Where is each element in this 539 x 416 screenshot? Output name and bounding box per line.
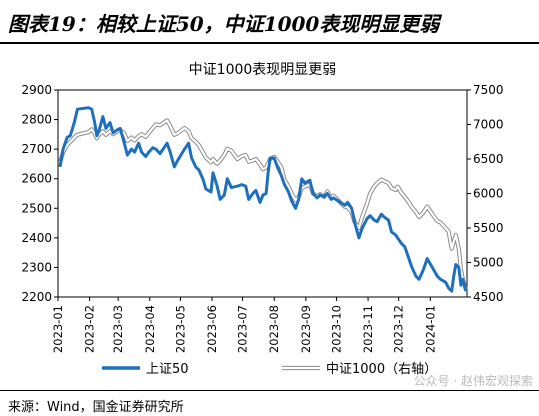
legend-label-1: 中证1000（右轴） xyxy=(326,362,437,377)
x-tick-label: 2023-01 xyxy=(51,305,65,353)
y-right-tick-label: 6500 xyxy=(473,152,504,166)
y-right-tick-label: 4500 xyxy=(473,290,504,304)
y-left-tick-label: 2600 xyxy=(21,172,52,186)
y-right-tick-label: 7000 xyxy=(473,118,504,132)
y-right-tick-label: 5500 xyxy=(473,221,504,235)
y-left-tick-label: 2300 xyxy=(21,260,52,274)
series-line-outline-1 xyxy=(57,118,469,291)
x-tick-label: 2023-09 xyxy=(299,305,313,353)
series-line-0 xyxy=(58,106,468,293)
y-right-tick-label: 6000 xyxy=(473,187,504,201)
figure-footer: 来源：Wind，国金证券研究所 xyxy=(0,390,539,416)
y-left-tick-label: 2900 xyxy=(21,83,52,97)
figure-title: 图表19：相较上证50，中证1000表现明显更弱 xyxy=(8,12,440,36)
y-left-tick-label: 2400 xyxy=(21,231,52,245)
source-note: 来源：Wind，国金证券研究所 xyxy=(8,400,184,415)
x-tick-label: 2023-03 xyxy=(111,305,125,353)
chart-title: 中证1000表现明显更弱 xyxy=(189,62,337,78)
watermark: 公众号 · 赵伟宏观探索 xyxy=(413,374,533,388)
x-tick-label: 2023-08 xyxy=(267,305,281,353)
x-tick-label: 2023-04 xyxy=(143,305,157,353)
y-right-tick-label: 5000 xyxy=(473,256,504,270)
x-tick-label: 2023-11 xyxy=(361,305,375,353)
x-tick-label: 2023-07 xyxy=(236,305,250,353)
plot-frame xyxy=(57,89,468,298)
y-left-tick-label: 2200 xyxy=(21,290,52,304)
y-left-tick-label: 2700 xyxy=(21,142,52,156)
y-right-tick-label: 7500 xyxy=(473,83,504,97)
line-chart: 中证1000表现明显更弱 2200 2300 2400 2500 2600 2700 2800… xyxy=(21,62,504,377)
y-left-tick-label: 2800 xyxy=(21,113,52,127)
series-line-1 xyxy=(58,119,468,291)
x-tick-label: 2023-12 xyxy=(392,305,406,353)
x-tick-label: 2023-06 xyxy=(205,305,219,353)
y-left-tick-label: 2500 xyxy=(21,201,52,215)
x-tick-label: 2023-02 xyxy=(83,305,97,353)
chart-area: 中证1000表现明显更弱 2200 2300 2400 2500 2600 2700 2800… xyxy=(0,44,539,390)
x-tick-label: 2024-01 xyxy=(423,305,437,353)
figure-header: 图表19：相较上证50，中证1000表现明显更弱 xyxy=(0,0,539,44)
legend-label-0: 上证50 xyxy=(146,362,189,377)
x-tick-label: 2023-05 xyxy=(173,305,187,353)
x-tick-label: 2023-10 xyxy=(329,305,343,353)
